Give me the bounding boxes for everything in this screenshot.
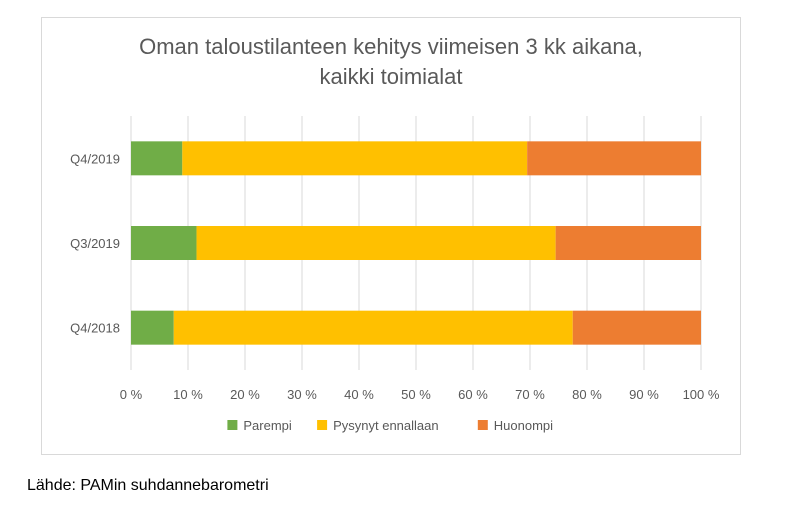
chart-title-line2: kaikki toimialat [319,64,463,89]
x-tick-label: 80 % [572,387,602,402]
legend-swatch [317,420,328,430]
legend-label: Huonompi [494,418,553,433]
category-label: Q4/2019 [70,151,120,166]
bar-segment [196,226,556,260]
category-label: Q4/2018 [70,321,120,336]
bar-segment [527,141,701,176]
x-tick-label: 0 % [120,387,143,402]
bar-segment [182,141,528,176]
bar-segment [131,141,183,176]
bar-segment [173,310,573,345]
bar-segment [555,226,701,260]
x-tick-label: 90 % [629,387,659,402]
chart-title-line1: Oman taloustilanteen kehitys viimeisen 3… [139,34,643,59]
x-tick-label: 40 % [344,387,374,402]
chart-title: Oman taloustilanteen kehitys viimeisen 3… [41,32,741,92]
x-tick-label: 50 % [401,387,431,402]
legend-swatch [227,420,238,430]
x-tick-label: 100 % [683,387,720,402]
x-tick-label: 70 % [515,387,545,402]
x-tick-label: 10 % [173,387,203,402]
bar-segment [131,226,197,260]
legend-swatch [477,420,488,430]
legend-label: Parempi [243,418,292,433]
legend-label: Pysynyt ennallaan [333,418,439,433]
bar-segment [572,310,701,345]
x-tick-label: 30 % [287,387,317,402]
x-tick-label: 20 % [230,387,260,402]
x-tick-label: 60 % [458,387,488,402]
bar-segment [131,310,174,345]
category-label: Q3/2019 [70,236,120,251]
source-note: Lähde: PAMin suhdannebarometri [27,477,269,494]
